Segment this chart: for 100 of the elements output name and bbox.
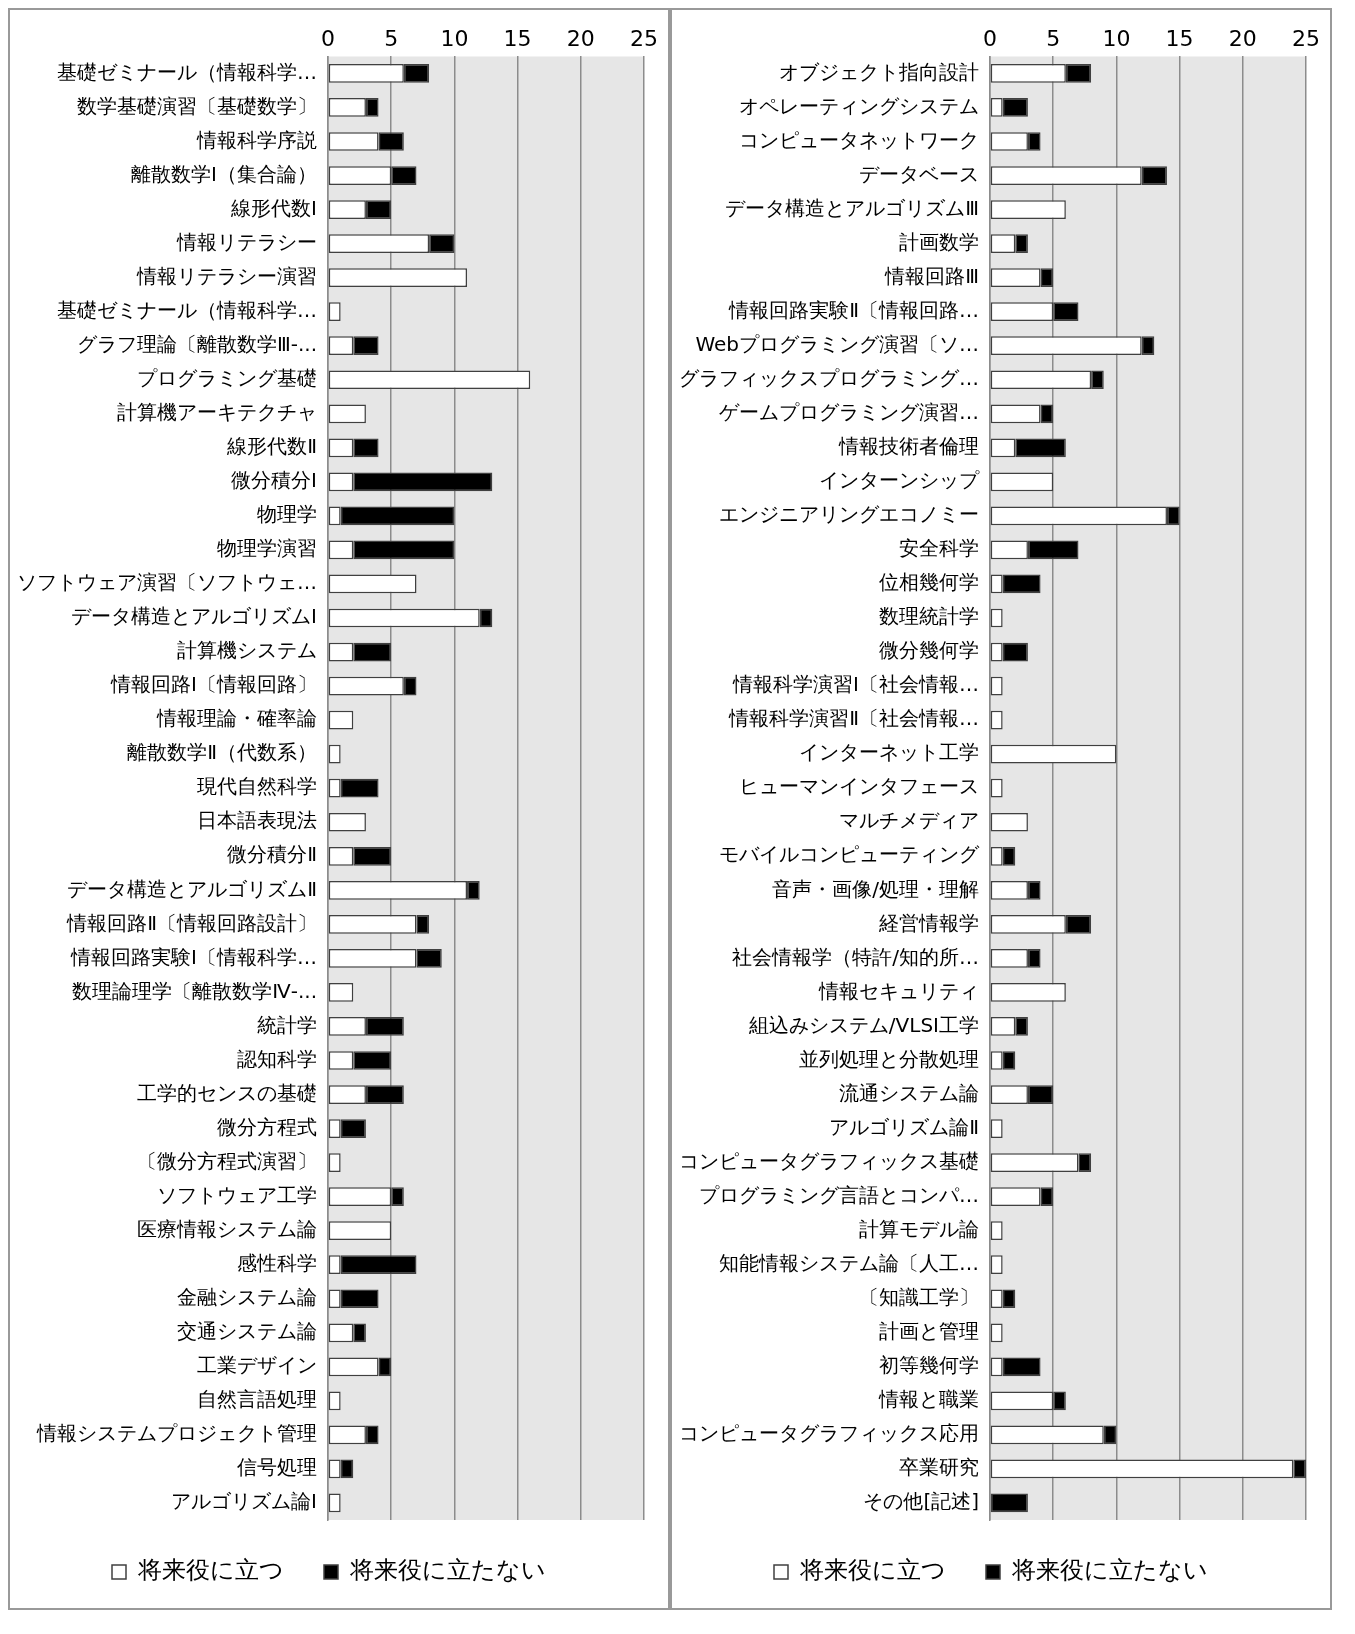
y-tick-label: 数理論理学〔離散数学Ⅳ-... [72, 978, 317, 1003]
y-tick-label: 物理学 [257, 502, 317, 527]
y-tick-label: 自然言語処理 [197, 1387, 317, 1412]
legend-label: 将来役に立つ [799, 1556, 946, 1585]
y-tick-label: アルゴリズム論Ⅱ [829, 1114, 979, 1139]
y-tick-label: 計画と管理 [879, 1319, 979, 1343]
y-tick-label: 日本語表現法 [197, 808, 317, 833]
y-tick-label: 〔微分方程式演習〕 [137, 1148, 317, 1173]
y-tick-label: 数理統計学 [879, 604, 979, 629]
y-tick-label: エンジニアリングエコノミー [719, 502, 979, 527]
x-tick-label: 0 [983, 25, 997, 51]
y-tick-label: コンピュータネットワーク [739, 127, 979, 152]
y-tick-label: オペレーティングシステム [739, 93, 979, 118]
y-tick-label: 情報回路実験Ⅰ〔情報科学… [70, 944, 317, 969]
y-tick-label: 信号処理 [237, 1455, 317, 1480]
x-tick-label: 25 [1292, 25, 1320, 51]
y-tick-label: 情報回路実験Ⅱ〔情報回路… [728, 297, 979, 322]
y-tick-label: 安全科学 [899, 536, 979, 561]
y-tick-label: 微分積分Ⅰ [231, 468, 317, 493]
y-tick-label: マルチメディア [839, 808, 979, 833]
y-tick-label: ゲームプログラミング演習… [719, 399, 979, 424]
y-tick-label: 感性科学 [237, 1250, 317, 1275]
x-tick-label: 0 [321, 25, 335, 51]
y-tick-label: 情報科学演習Ⅱ〔社会情報… [728, 706, 979, 731]
y-tick-label: 情報科学演習Ⅰ〔社会情報… [732, 672, 979, 697]
y-tick-label: 線形代数Ⅰ [230, 195, 317, 220]
y-tick-label: 微分方程式 [217, 1114, 317, 1139]
y-tick-label: インターネット工学 [799, 740, 979, 765]
x-tick-label: 20 [566, 25, 595, 51]
y-tick-label: 社会情報学（特許/知的所… [732, 944, 979, 969]
y-tick-label: 線形代数Ⅱ [226, 434, 317, 459]
x-tick-label: 25 [630, 25, 658, 51]
y-tick-label: 情報回路Ⅱ〔情報回路設計〕 [66, 910, 317, 935]
y-tick-label: 卒業研究 [899, 1455, 979, 1480]
y-tick-label: 工学的センスの基礎 [137, 1080, 317, 1105]
y-tick-label: 基礎ゼミナール（情報科学… [57, 297, 317, 322]
y-tick-label: 初等幾何学 [879, 1353, 979, 1378]
y-tick-label: 情報科学序説 [196, 127, 317, 152]
x-tick-label: 15 [503, 25, 532, 51]
y-tick-label: 計画数学 [899, 229, 979, 254]
x-tick-label: 10 [1102, 25, 1131, 51]
y-tick-label: Webプログラミング演習〔ソ… [695, 331, 979, 356]
y-tick-label: グラフ理論〔離散数学Ⅲ-... [76, 331, 317, 356]
y-tick-label: グラフィックスプログラミング… [679, 365, 979, 390]
y-tick-label: データ構造とアルゴリズムⅠ [71, 604, 317, 629]
y-tick-label: 離散数学Ⅰ（集合論） [131, 161, 317, 186]
y-tick-label: 認知科学 [237, 1046, 317, 1071]
y-tick-label: オブジェクト指向設計 [779, 59, 979, 84]
y-tick-label: 工業デザイン [197, 1353, 317, 1378]
y-tick-label: 情報理論・確率論 [156, 706, 317, 731]
y-tick-label: 基礎ゼミナール（情報科学… [57, 59, 317, 84]
y-tick-label: 知能情報システム論〔人工… [719, 1250, 979, 1275]
y-tick-label: データ構造とアルゴリズムⅡ [67, 876, 317, 901]
legend-label: 将来役に立たない [349, 1556, 546, 1585]
y-tick-label: モバイルコンピューティング [719, 842, 980, 867]
y-tick-label: 計算機システム [177, 638, 317, 663]
y-tick-label: 位相幾何学 [879, 570, 979, 595]
y-tick-label: 微分積分Ⅱ [227, 842, 317, 867]
y-tick-label: 流通システム論 [839, 1080, 979, 1105]
y-tick-label: データ構造とアルゴリズムⅢ [725, 195, 979, 220]
y-tick-label: 現代自然科学 [197, 774, 317, 799]
y-tick-label: 医療情報システム論 [137, 1216, 317, 1241]
y-tick-label: 情報技術者倫理 [838, 434, 979, 459]
y-tick-label: 交通システム論 [177, 1319, 317, 1343]
x-tick-label: 5 [384, 25, 399, 51]
y-tick-label: コンピュータグラフィックス基礎 [679, 1148, 979, 1173]
y-tick-label: 情報リテラシー [176, 229, 317, 254]
x-tick-label: 5 [1046, 25, 1061, 51]
y-tick-label: 統計学 [257, 1012, 317, 1037]
y-tick-label: 並列処理と分散処理 [799, 1046, 979, 1071]
y-tick-label: データベース [859, 161, 979, 186]
y-tick-label: 〔知識工学〕 [859, 1284, 979, 1309]
x-tick-label: 15 [1165, 25, 1194, 51]
y-tick-label: プログラミング言語とコンパ… [699, 1182, 979, 1207]
y-tick-label: 情報回路Ⅲ [884, 263, 979, 288]
y-tick-label: 離散数学Ⅱ（代数系） [127, 740, 317, 765]
y-tick-label: 情報と職業 [878, 1387, 979, 1412]
y-tick-label: 情報セキュリティ [818, 978, 979, 1003]
y-tick-label: プログラミング基礎 [137, 365, 317, 390]
y-tick-label: その他[記述] [863, 1489, 979, 1514]
y-tick-label: 情報リテラシー演習 [136, 263, 317, 288]
y-tick-label: コンピュータグラフィックス応用 [679, 1421, 979, 1446]
y-tick-label: 経営情報学 [878, 910, 979, 935]
y-tick-label: ソフトウェア演習〔ソフトウェ… [17, 570, 317, 595]
y-tick-label: アルゴリズム論Ⅰ [171, 1489, 317, 1514]
y-tick-label: 物理学演習 [217, 536, 317, 561]
y-tick-label: 金融システム論 [177, 1284, 317, 1309]
x-tick-label: 20 [1228, 25, 1257, 51]
y-tick-label: 微分幾何学 [879, 638, 979, 663]
y-tick-label: ヒューマンインタフェース [739, 774, 979, 799]
x-tick-label: 10 [440, 25, 469, 51]
y-tick-label: 情報回路Ⅰ〔情報回路〕 [110, 672, 317, 697]
y-tick-label: インターンシップ [819, 468, 980, 493]
legend-label: 将来役に立つ [137, 1556, 284, 1585]
legend-label: 将来役に立たない [1011, 1556, 1208, 1585]
y-tick-label: 組込みシステム/VLSI工学 [747, 1012, 979, 1037]
y-tick-label: ソフトウェア工学 [157, 1182, 317, 1207]
y-tick-label: 情報システムプロジェクト管理 [36, 1421, 317, 1446]
y-tick-label: 計算機アーキテクチャ [117, 399, 317, 424]
y-tick-label: 計算モデル論 [859, 1216, 979, 1241]
